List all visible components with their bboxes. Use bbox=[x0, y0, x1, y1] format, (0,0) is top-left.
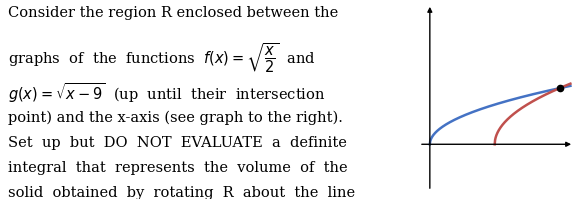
Text: point) and the x-axis (see graph to the right).: point) and the x-axis (see graph to the … bbox=[9, 110, 343, 125]
Text: integral  that  represents  the  volume  of  the: integral that represents the volume of t… bbox=[9, 161, 348, 175]
Text: Consider the region R enclosed between the: Consider the region R enclosed between t… bbox=[9, 6, 339, 20]
Text: $g(x) = \sqrt{x-9}$  (up  until  their  intersection: $g(x) = \sqrt{x-9}$ (up until their inte… bbox=[9, 82, 326, 105]
Text: Set  up  but  DO  NOT  EVALUATE  a  definite: Set up but DO NOT EVALUATE a definite bbox=[9, 136, 347, 150]
Text: solid  obtained  by  rotating  R  about  the  line: solid obtained by rotating R about the l… bbox=[9, 186, 355, 199]
Text: graphs  of  the  functions  $f(x) = \sqrt{\dfrac{x}{2}}$  and: graphs of the functions $f(x) = \sqrt{\d… bbox=[9, 42, 316, 75]
